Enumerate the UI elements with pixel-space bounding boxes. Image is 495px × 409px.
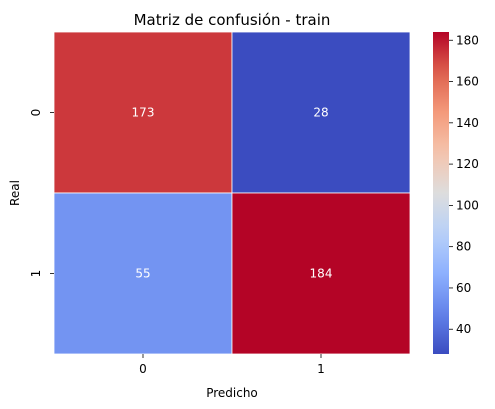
colorbar-tick-label: 100 <box>456 198 479 212</box>
heatmap-cell <box>53 192 233 355</box>
colorbar-tick-label: 80 <box>456 240 471 254</box>
colorbar-tick-label: 140 <box>456 116 479 130</box>
colorbar-tick-label: 160 <box>456 75 479 89</box>
cell-value-label: 173 <box>132 106 155 120</box>
colorbar-tick-label: 120 <box>456 157 479 171</box>
x-tick-label: 0 <box>139 362 147 376</box>
y-tick-label: 0 <box>29 109 43 117</box>
colorbar-tick-label: 40 <box>456 322 471 336</box>
colorbar-tick-label: 60 <box>456 281 471 295</box>
cell-value-label: 55 <box>135 267 150 281</box>
x-tick-label: 1 <box>317 362 325 376</box>
cell-value-label: 184 <box>310 267 333 281</box>
heatmap-cell <box>231 31 411 194</box>
colorbar-tick-label: 180 <box>456 33 479 47</box>
chart-title: Matriz de confusión - train <box>134 11 331 29</box>
colorbar: 40 60 80 100 120 140 160 180 <box>433 32 479 354</box>
x-axis-label: Predicho <box>206 386 258 400</box>
heatmap-cell <box>53 31 233 194</box>
y-tick-label: 1 <box>29 270 43 278</box>
y-axis-label: Real <box>8 180 22 206</box>
colorbar-gradient <box>433 32 449 354</box>
cell-value-label: 28 <box>313 106 328 120</box>
heatmap-cell <box>231 192 411 355</box>
heatmap-cells: 173 28 55 184 <box>53 31 411 355</box>
